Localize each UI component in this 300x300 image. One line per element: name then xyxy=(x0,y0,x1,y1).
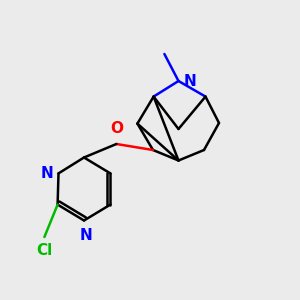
Text: N: N xyxy=(184,74,197,88)
Text: N: N xyxy=(40,166,53,181)
Text: N: N xyxy=(79,228,92,243)
Text: Cl: Cl xyxy=(36,243,52,258)
Text: O: O xyxy=(110,121,123,136)
